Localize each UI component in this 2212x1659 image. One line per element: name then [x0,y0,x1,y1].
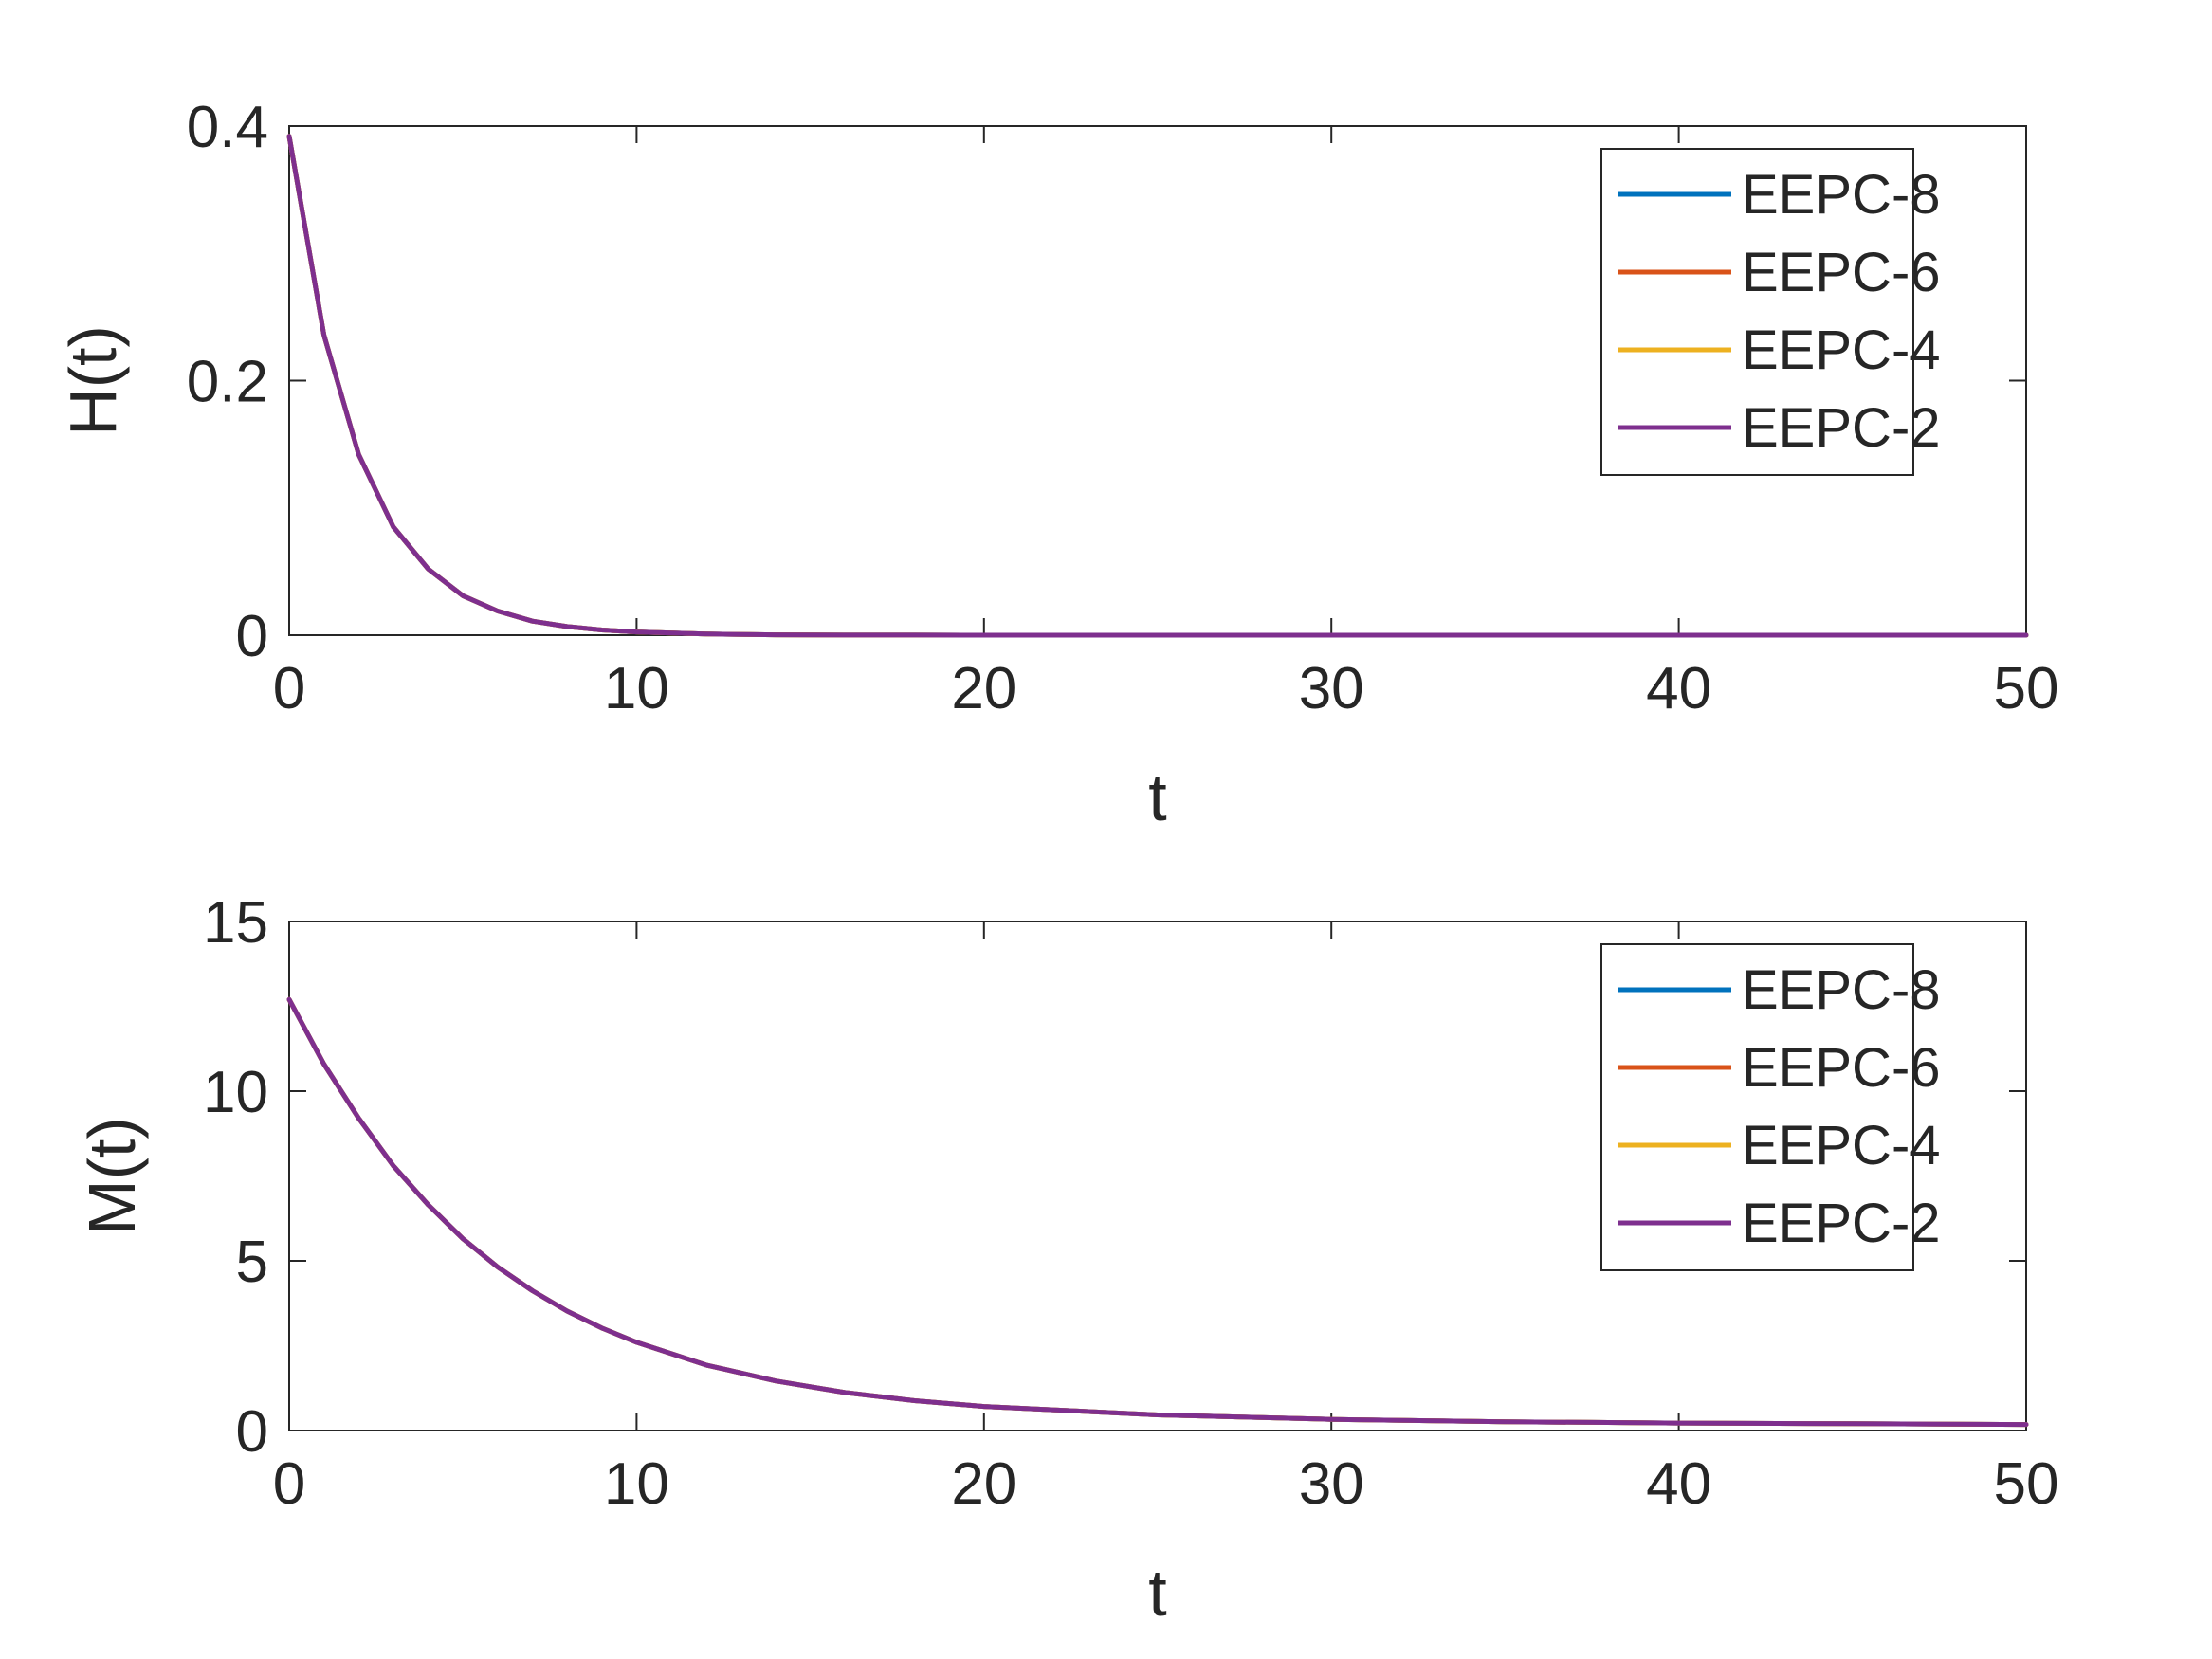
h-legend-entry: EEPC-8 [1742,164,1941,226]
m-y-tick-label: 15 [203,890,268,956]
m-legend-entry: EEPC-8 [1742,959,1941,1021]
h-legend-entry: EEPC-2 [1742,397,1941,459]
m-plot: 0 10 20 30 40 50 0 5 10 15 t M(t) EEPC-8 EEPC-6 EEPC-4… [75,890,2058,1630]
h-x-tick-label: 10 [604,656,669,721]
m-legend-entry: EEPC-4 [1742,1115,1941,1176]
h-plot: 0 10 20 30 40 50 0 0.2 0.4 t H(t) EEPC-8 EEPC-6 EEPC-… [56,95,2058,834]
h-legend-entry: EEPC-4 [1742,319,1941,381]
h-x-tick-label: 30 [1299,656,1364,721]
h-series-eepc-2 [286,134,2029,638]
m-y-tick-label: 10 [203,1060,268,1125]
m-x-tick-label: 40 [1646,1451,1711,1517]
h-y-tick-label: 0.4 [187,95,268,160]
m-x-tick-label: 30 [1299,1451,1364,1517]
h-x-tick-label: 40 [1646,656,1711,721]
m-y-tick-label: 0 [236,1399,268,1465]
h-x-tick-label: 50 [1994,656,2059,721]
h-y-tick-label: 0 [236,604,268,669]
m-x-tick-label: 20 [951,1451,1016,1517]
h-x-tick-label: 0 [273,656,305,721]
m-legend-box [1600,943,1914,1271]
h-x-axis-label: t [1148,760,1166,834]
m-x-tick-label: 0 [273,1451,305,1517]
h-legend-box [1600,148,1914,476]
m-x-axis-label: t [1148,1556,1166,1630]
h-y-axis-label: H(t) [56,325,130,436]
m-y-axis-label: M(t) [75,1117,149,1234]
m-legend-entry: EEPC-6 [1742,1037,1941,1099]
m-x-tick-label: 50 [1994,1451,2059,1517]
h-x-tick-label: 20 [951,656,1016,721]
h-y-tick-label: 0.2 [187,350,268,415]
m-y-tick-label: 5 [236,1230,268,1295]
h-legend-entry: EEPC-6 [1742,242,1941,303]
m-series-eepc-2 [286,996,2029,1428]
m-x-tick-label: 10 [604,1451,669,1517]
m-legend-entry: EEPC-2 [1742,1193,1941,1254]
